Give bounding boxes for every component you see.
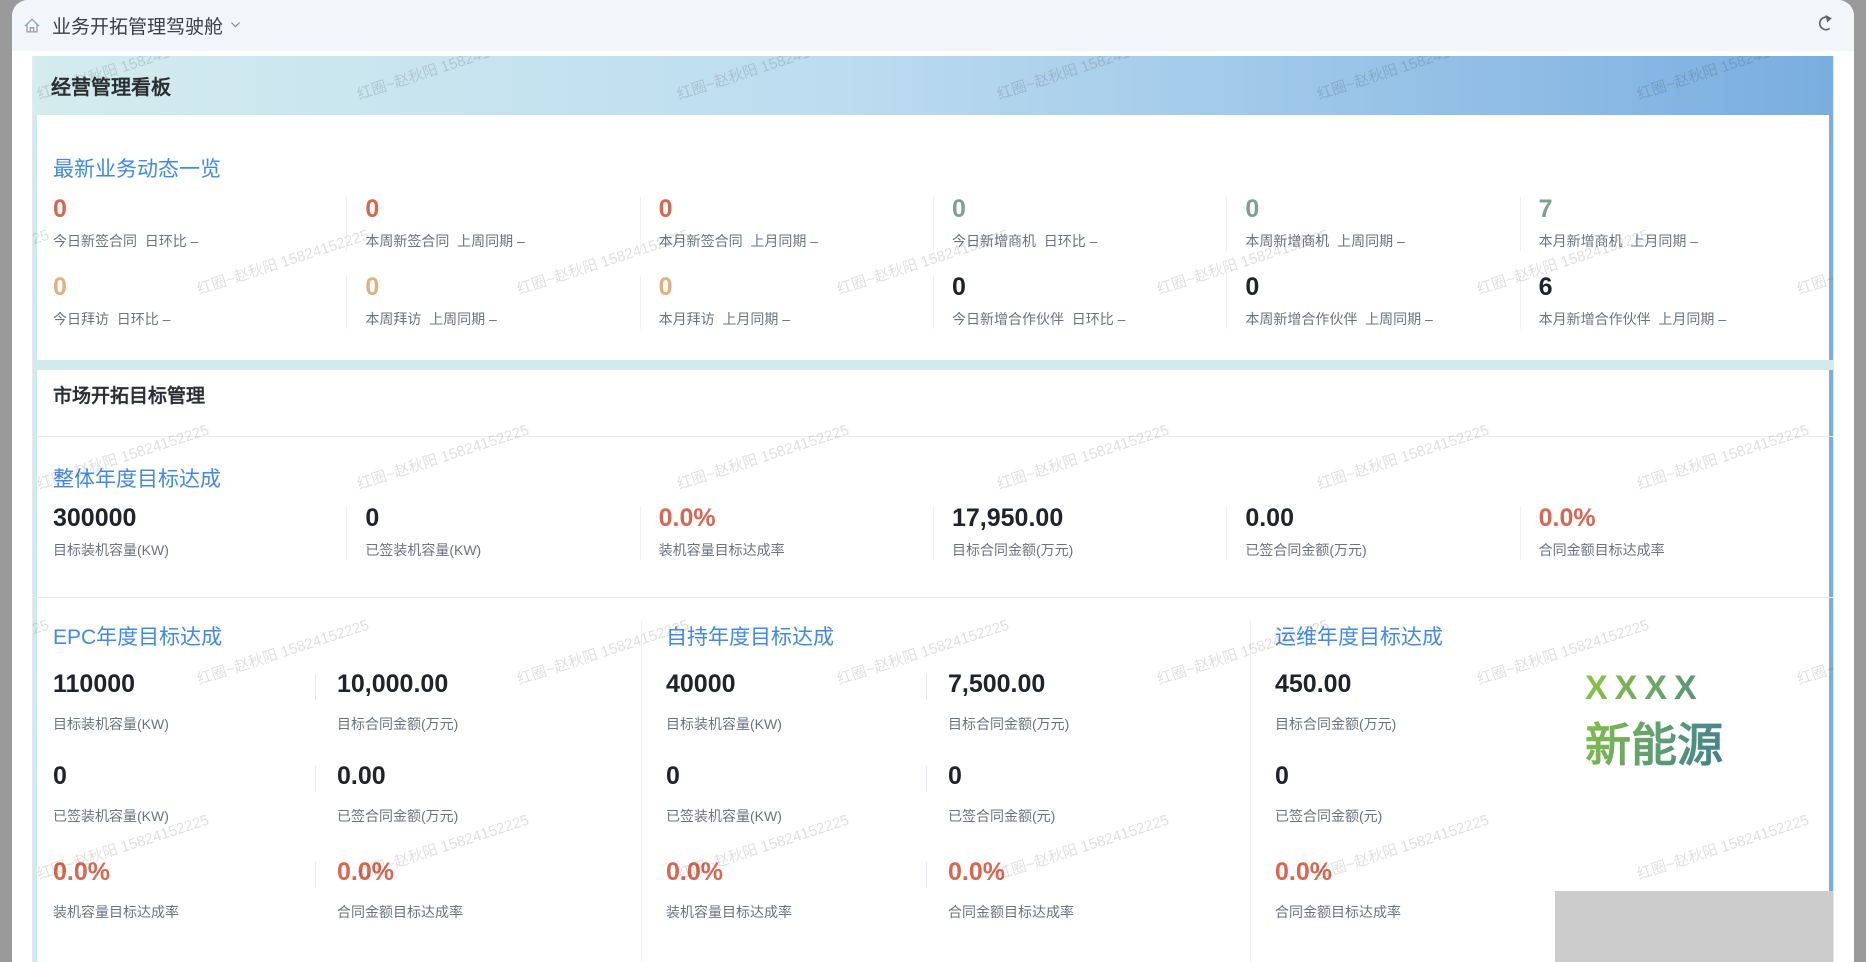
svg-text:新能源: 新能源 (1585, 719, 1723, 771)
svg-text:XXXX: XXXX (1585, 669, 1704, 707)
